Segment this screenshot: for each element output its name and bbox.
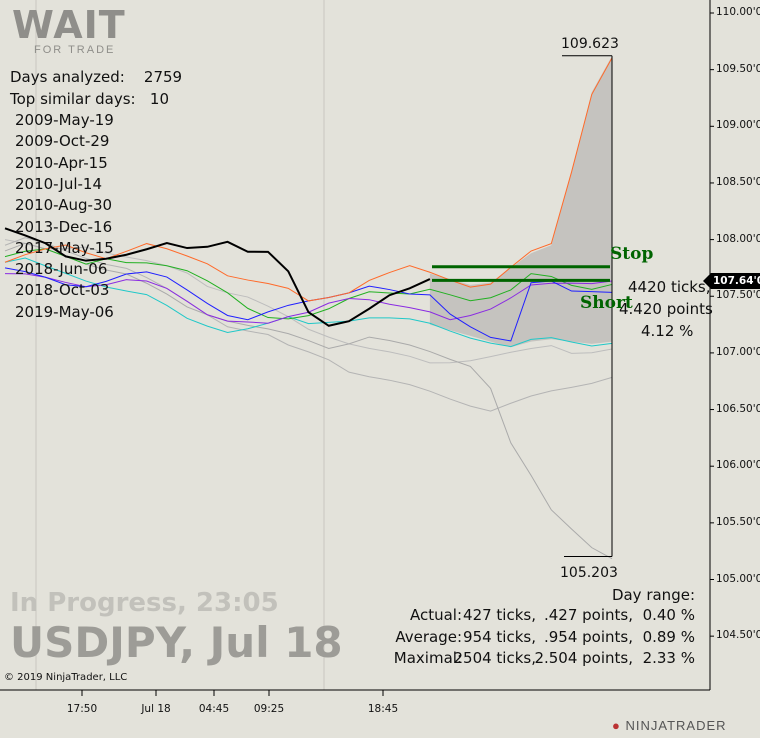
- similar-day-item: 2017-May-15: [15, 238, 114, 257]
- day-range-pct: 0.40 %: [642, 606, 695, 624]
- projection-low-label: 105.203: [560, 565, 618, 581]
- target-percent: 4.12 %: [641, 322, 694, 340]
- day-range-label: Day range:: [611, 586, 695, 604]
- day-range-pct: 0.89 %: [642, 627, 695, 646]
- instrument-title: USDJPY, Jul 18: [10, 618, 343, 667]
- day-range-name: Average:: [395, 627, 462, 646]
- similar-day-line: [4, 237, 613, 412]
- projection-high-label: 109.623: [561, 36, 619, 52]
- y-tick-label: 109.00'0: [716, 119, 760, 132]
- y-tick-label: 108.00'0: [716, 232, 760, 245]
- day-range-ticks: 2504 ticks,: [453, 649, 536, 667]
- stop-label: Stop: [610, 244, 654, 264]
- ninjatrader-logo: ● NINJATRADER: [612, 718, 727, 733]
- day-range-ticks: 954 ticks,: [463, 627, 536, 646]
- days-analyzed: Days analyzed: 2759: [10, 68, 183, 86]
- projection-band: [429, 56, 612, 348]
- y-tick-label: 106.50'0: [716, 402, 760, 415]
- x-tick-label: 18:45: [367, 703, 399, 715]
- in-progress-label: In Progress, 23:05: [10, 588, 279, 618]
- y-tick-label: 107.00'0: [716, 345, 760, 358]
- y-tick-label: 105.00'0: [716, 572, 760, 585]
- y-tick-label: 110.00'0: [716, 6, 760, 18]
- similar-day-item: 2010-Apr-15: [15, 153, 108, 172]
- x-tick-label: 04:45: [198, 703, 230, 715]
- similar-day-item: 2013-Dec-16: [15, 217, 113, 236]
- x-tick-label: Jul 18: [141, 703, 171, 715]
- y-tick-label: 105.50'0: [716, 515, 760, 528]
- y-tick-label: 106.00'0: [716, 459, 760, 472]
- day-range-name: Actual:: [409, 606, 462, 624]
- y-tick-label: 107.50'0: [716, 289, 760, 302]
- x-tick-label: 09:25: [253, 703, 285, 715]
- top-similar-days: Top similar days: 10: [10, 90, 170, 108]
- similar-day-item: 2018-Oct-03: [15, 281, 110, 300]
- day-range-points: .954 points,: [543, 627, 633, 646]
- day-range-points: .427 points,: [543, 606, 633, 624]
- short-label: Short: [580, 293, 633, 313]
- similar-day-item: 2009-Oct-29: [15, 132, 110, 151]
- current-day-line: [4, 227, 431, 327]
- similar-day-line: [4, 257, 613, 348]
- similar-day-item: 2018-Jun-06: [15, 260, 108, 279]
- similar-day-line: [4, 242, 613, 560]
- current-price-marker: 107.64'0: [703, 273, 760, 289]
- day-range-points: 2.504 points,: [534, 649, 633, 667]
- similar-day-item: 2010-Jul-14: [15, 174, 103, 193]
- similar-day-item: 2010-Aug-30: [15, 196, 113, 215]
- target-points: 4.420 points: [619, 300, 713, 318]
- day-range-name: Maximal:: [393, 649, 462, 667]
- copyright: © 2019 NinjaTrader, LLC: [4, 672, 128, 683]
- day-range-pct: 2.33 %: [642, 649, 695, 667]
- y-tick-label: 108.50'0: [716, 175, 760, 188]
- y-tick-label: 104.50'0: [716, 629, 760, 642]
- target-ticks: 4420 ticks,: [628, 278, 711, 296]
- x-tick-label: 17:50: [66, 703, 98, 715]
- day-range-ticks: 427 ticks,: [463, 606, 536, 624]
- y-tick-label: 109.50'0: [716, 62, 760, 75]
- similar-day-line: [4, 239, 613, 364]
- ninja-icon: ●: [612, 718, 621, 733]
- wait-for-trade-logo: WAIT FOR TRADE: [12, 3, 126, 56]
- similar-day-item: 2019-May-06: [15, 302, 114, 321]
- similar-day-item: 2009-May-19: [15, 111, 114, 129]
